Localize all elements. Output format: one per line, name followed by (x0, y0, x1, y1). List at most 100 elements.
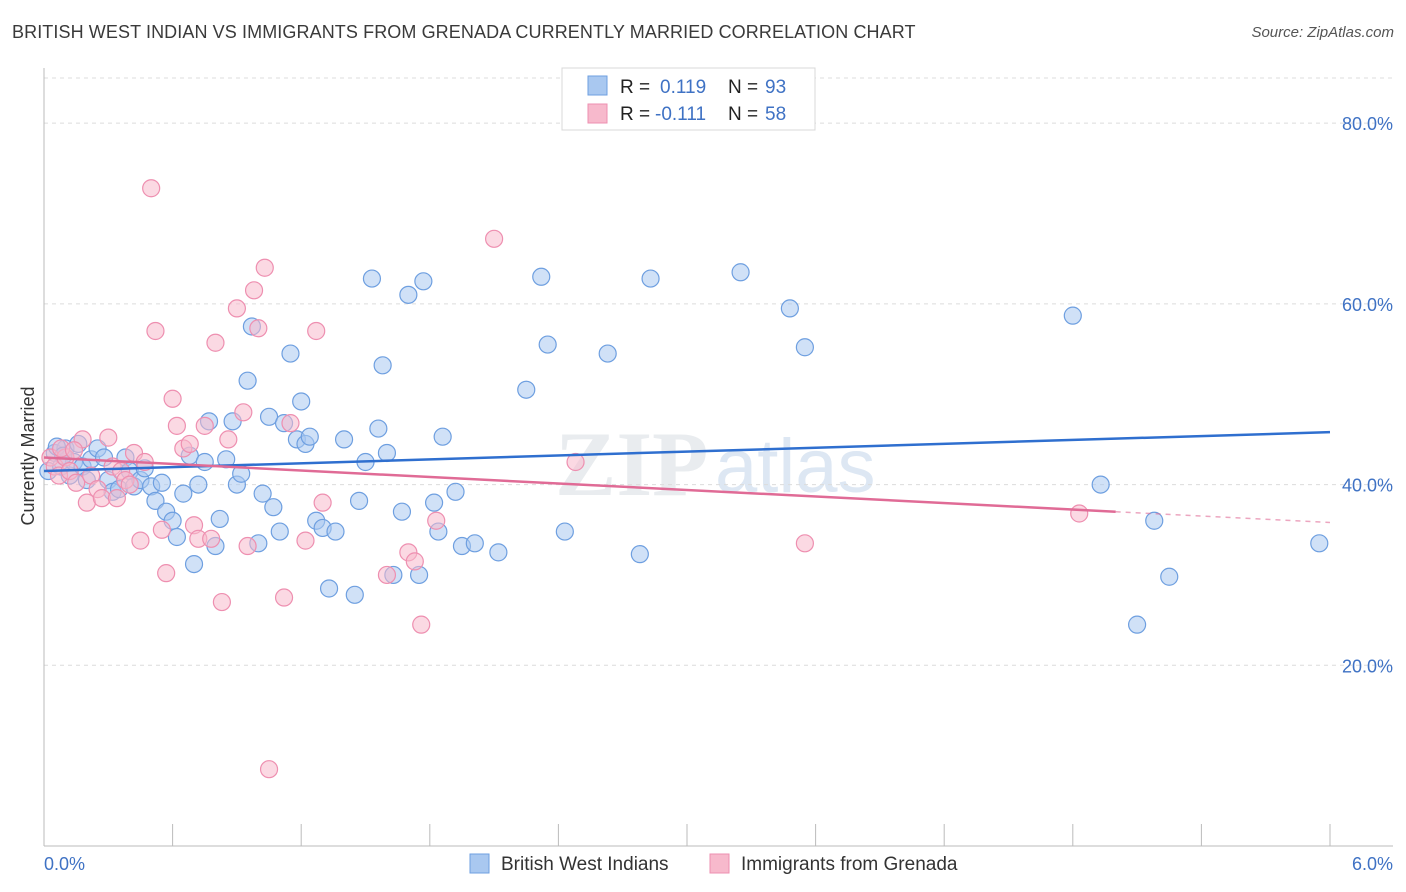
point-immigrants-grenada (180, 434, 199, 454)
point-british-west-indians (195, 452, 214, 472)
point-british-west-indians (319, 579, 339, 598)
source-label: Source: ZipAtlas.com (1251, 24, 1394, 41)
legend-n-value-blue: 93 (765, 77, 786, 98)
point-british-west-indians (630, 545, 649, 564)
point-immigrants-grenada (427, 511, 446, 530)
point-british-west-indians (281, 344, 300, 363)
point-immigrants-grenada (142, 179, 161, 198)
point-immigrants-grenada (120, 475, 139, 494)
point-british-west-indians (167, 527, 186, 547)
point-british-west-indians (1063, 306, 1082, 325)
correlation-legend: R = 0.119 N = 93 R = -0.111 N = 58 (561, 67, 816, 131)
point-immigrants-grenada (795, 534, 814, 553)
chart-title: BRITISH WEST INDIAN VS IMMIGRANTS FROM G… (12, 22, 916, 42)
legend-n-label-blue: N = (728, 77, 758, 98)
y-tick-label: 40.0% (1342, 476, 1393, 496)
point-immigrants-grenada (412, 615, 431, 634)
point-british-west-indians (152, 473, 171, 492)
point-british-west-indians (264, 498, 283, 517)
point-british-west-indians (392, 502, 412, 521)
series-legend: British West Indians Immigrants from Gre… (469, 853, 958, 875)
point-immigrants-grenada (249, 319, 268, 338)
legend-r-value-pink: -0.111 (655, 104, 706, 125)
point-british-west-indians (517, 380, 536, 399)
point-immigrants-grenada (234, 403, 253, 422)
point-british-west-indians (538, 335, 557, 354)
point-immigrants-grenada (259, 760, 279, 779)
point-immigrants-grenada (281, 414, 300, 433)
point-immigrants-grenada (152, 520, 171, 539)
point-immigrants-grenada (167, 416, 186, 435)
point-immigrants-grenada (307, 321, 326, 341)
point-british-west-indians (1091, 475, 1110, 494)
point-immigrants-grenada (67, 473, 86, 492)
point-immigrants-grenada (99, 428, 118, 447)
point-immigrants-grenada (107, 489, 126, 508)
point-british-west-indians (174, 484, 193, 503)
point-british-west-indians (253, 484, 272, 503)
y-tick-labels: 20.0% 40.0% 60.0% 80.0% (1342, 114, 1393, 676)
legend-swatch-blue (587, 75, 608, 96)
point-british-west-indians (446, 482, 465, 501)
point-british-west-indians (300, 427, 319, 446)
y-tick-label: 20.0% (1342, 656, 1393, 676)
point-british-west-indians (373, 356, 392, 375)
point-immigrants-grenada (212, 592, 231, 612)
point-british-west-indians (780, 299, 799, 318)
point-british-west-indians (349, 491, 369, 510)
point-immigrants-grenada (313, 493, 332, 512)
point-immigrants-grenada (146, 321, 165, 341)
trend-line-pink (43, 456, 1116, 513)
point-british-west-indians (414, 272, 433, 291)
series-swatch-pink (709, 853, 730, 874)
x-tick-label-max: 6.0% (1352, 854, 1393, 874)
point-immigrants-grenada (405, 552, 424, 571)
point-british-west-indians (465, 534, 484, 553)
point-british-west-indians (424, 493, 444, 512)
point-immigrants-grenada (296, 531, 315, 550)
point-immigrants-grenada (206, 333, 225, 352)
point-british-west-indians (1160, 567, 1179, 586)
point-british-west-indians (362, 269, 382, 288)
point-british-west-indians (238, 371, 257, 390)
point-british-west-indians (292, 392, 311, 411)
point-british-west-indians (1310, 534, 1329, 553)
series-label-blue: British West Indians (501, 854, 669, 875)
point-immigrants-grenada (566, 452, 585, 472)
point-british-west-indians (598, 344, 617, 363)
point-british-west-indians (433, 427, 452, 446)
y-tick-label: 60.0% (1342, 295, 1393, 315)
point-british-west-indians (641, 269, 660, 288)
point-immigrants-grenada (163, 389, 182, 408)
point-british-west-indians (1127, 615, 1147, 634)
gridlines (44, 77, 1393, 666)
point-british-west-indians (210, 509, 229, 529)
point-immigrants-grenada (227, 299, 246, 318)
point-british-west-indians (189, 475, 208, 494)
point-immigrants-grenada (238, 536, 257, 556)
point-immigrants-grenada (377, 565, 397, 585)
point-immigrants-grenada (1070, 504, 1089, 523)
series-label-pink: Immigrants from Grenada (741, 854, 958, 875)
point-immigrants-grenada (485, 229, 504, 248)
legend-n-label-pink: N = (728, 104, 758, 125)
point-immigrants-grenada (255, 258, 274, 277)
point-british-west-indians (489, 543, 508, 562)
legend-r-label-blue: R = (620, 77, 650, 98)
point-british-west-indians (146, 491, 165, 510)
trend-lines (43, 430, 1331, 524)
legend-r-value-blue: 0.119 (660, 77, 706, 98)
point-immigrants-grenada (274, 588, 294, 607)
point-british-west-indians (399, 285, 418, 304)
trend-line-blue (43, 430, 1331, 473)
x-tick-label-min: 0.0% (44, 854, 85, 874)
point-british-west-indians (1145, 511, 1164, 530)
point-british-west-indians (184, 554, 204, 574)
point-british-west-indians (345, 585, 364, 604)
point-british-west-indians (334, 430, 354, 449)
legend-swatch-pink (587, 103, 608, 124)
point-british-west-indians (532, 267, 551, 286)
point-british-west-indians (369, 419, 388, 438)
point-immigrants-grenada (202, 529, 221, 548)
